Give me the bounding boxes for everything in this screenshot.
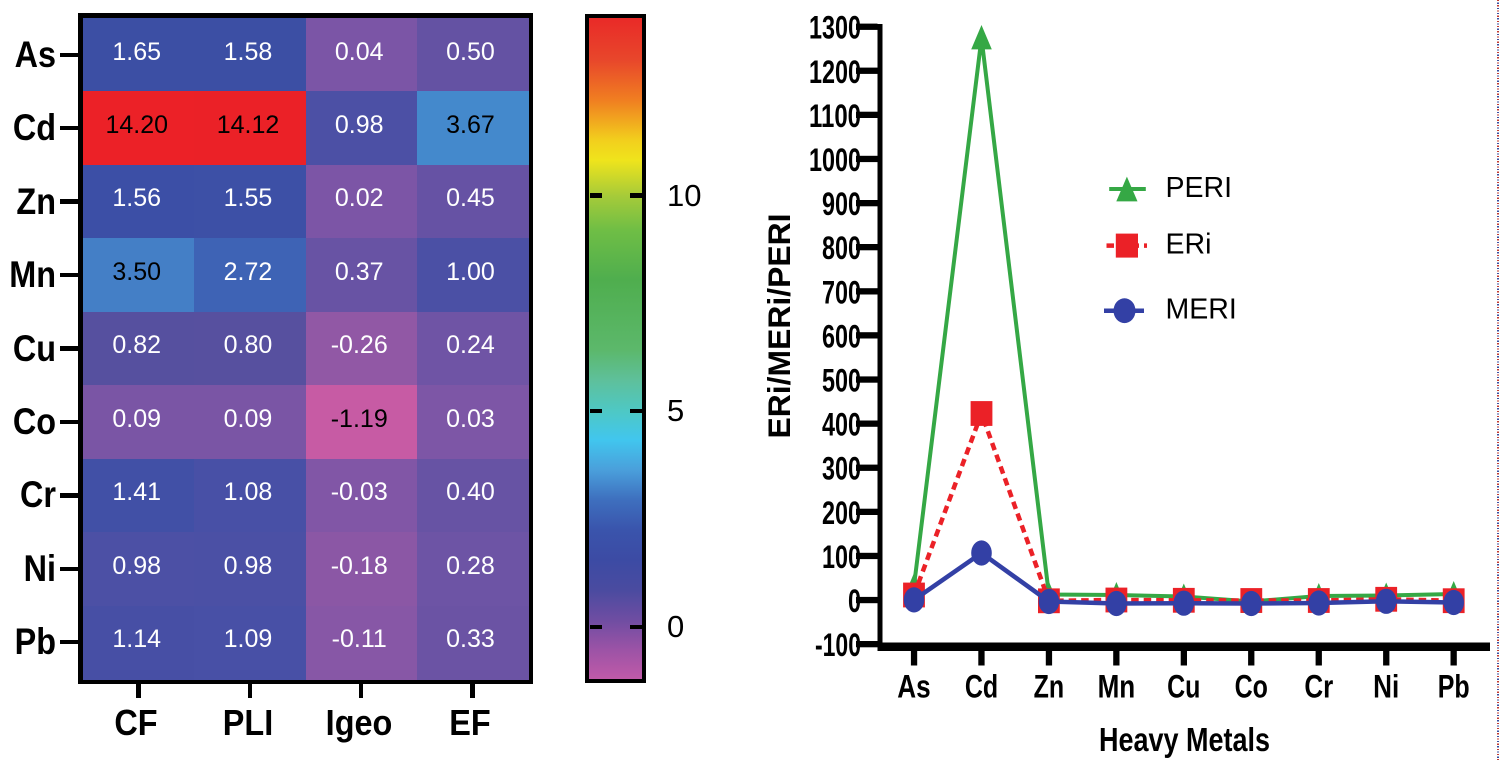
svg-text:Cr: Cr <box>1304 669 1333 705</box>
svg-text:Cd: Cd <box>965 669 998 705</box>
svg-text:Zn: Zn <box>1034 669 1065 705</box>
svg-text:600: 600 <box>822 318 861 354</box>
svg-text:Ni: Ni <box>1373 669 1399 705</box>
svg-text:0: 0 <box>848 583 861 619</box>
svg-text:Mn: Mn <box>1098 669 1136 705</box>
svg-text:200: 200 <box>822 495 861 531</box>
svg-text:-100: -100 <box>815 627 861 663</box>
svg-text:300: 300 <box>822 451 861 487</box>
svg-text:100: 100 <box>822 539 861 575</box>
svg-text:1200: 1200 <box>809 54 861 90</box>
svg-text:PERI: PERI <box>1166 172 1233 204</box>
svg-text:500: 500 <box>822 363 861 399</box>
svg-text:800: 800 <box>822 230 861 266</box>
svg-text:ERi: ERi <box>1166 229 1212 261</box>
svg-text:1300: 1300 <box>809 10 861 46</box>
svg-text:700: 700 <box>822 274 861 310</box>
svg-text:ERi/MERi/PERI: ERi/MERi/PERI <box>761 214 797 439</box>
svg-text:1100: 1100 <box>809 98 861 134</box>
svg-text:MERI: MERI <box>1166 294 1237 326</box>
svg-text:Heavy Metals: Heavy Metals <box>1099 722 1270 759</box>
svg-text:Pb: Pb <box>1438 669 1470 705</box>
svg-text:As: As <box>897 669 930 705</box>
svg-text:900: 900 <box>822 186 861 222</box>
svg-text:Co: Co <box>1235 669 1268 705</box>
svg-text:400: 400 <box>822 407 861 443</box>
svg-text:Cu: Cu <box>1167 669 1200 705</box>
svg-text:1000: 1000 <box>809 142 861 178</box>
